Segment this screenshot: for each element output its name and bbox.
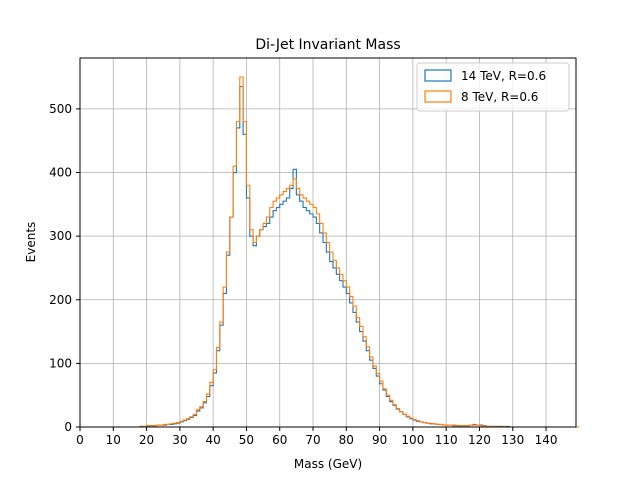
chart-title: Di-Jet Invariant Mass [255, 37, 400, 53]
y-tick-label: 400 [49, 166, 72, 180]
x-tick-label: 30 [172, 433, 187, 447]
legend: 14 TeV, R=0.6 8 TeV, R=0.6 [416, 62, 570, 112]
y-tick-label: 300 [49, 229, 72, 243]
x-tick-label: 100 [401, 433, 424, 447]
legend-label-14tev: 14 TeV, R=0.6 [461, 69, 546, 83]
grid-lines [79, 58, 576, 428]
y-tick-label: 500 [49, 102, 72, 116]
x-tick-label: 60 [272, 433, 287, 447]
x-tick-label: 120 [468, 433, 491, 447]
series-layer [80, 76, 580, 428]
series-step-line-1 [80, 76, 580, 428]
plot-frame [79, 57, 577, 428]
x-tick-label: 0 [76, 433, 84, 447]
x-tick-label: 110 [435, 433, 458, 447]
x-tick-label: 70 [305, 433, 320, 447]
legend-box [416, 62, 570, 112]
x-tick-label: 80 [339, 433, 354, 447]
y-tick-label: 0 [64, 420, 72, 434]
x-tick-label: 10 [106, 433, 121, 447]
y-tick-label: 200 [49, 293, 72, 307]
x-tick-label: 140 [535, 433, 558, 447]
legend-label-8tev: 8 TeV, R=0.6 [461, 90, 538, 104]
x-tick-label: 40 [206, 433, 221, 447]
legend-swatch-14tev [424, 69, 452, 82]
legend-swatch-8tev [424, 90, 452, 103]
x-axis-ticks: 0 10 20 30 40 50 60 70 80 90 100 110 120 130 140 [76, 427, 557, 447]
x-tick-label: 20 [139, 433, 154, 447]
x-tick-label: 130 [501, 433, 524, 447]
y-axis-label: Events [24, 222, 38, 263]
x-axis-label: Mass (GeV) [294, 457, 362, 471]
x-tick-label: 50 [239, 433, 254, 447]
x-tick-label: 90 [372, 433, 387, 447]
y-tick-label: 100 [49, 356, 72, 370]
y-axis-ticks: 0 100 200 300 400 500 [49, 102, 80, 434]
